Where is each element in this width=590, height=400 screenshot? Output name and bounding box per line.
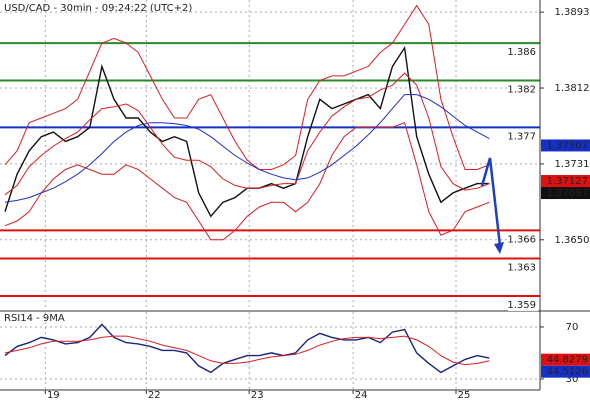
x-tick-label: 25 <box>458 390 471 400</box>
price-label-box <box>541 353 590 366</box>
x-tick-label: 22 <box>148 390 161 400</box>
price-label-box <box>541 187 590 200</box>
level-label: 1.382 <box>507 85 536 96</box>
level-label-bg <box>508 260 538 274</box>
level-label: 1.366 <box>507 234 536 245</box>
x-tick-label: 24 <box>355 390 368 400</box>
price-label: 44.5126 <box>547 367 588 378</box>
x-tick-label: 23 <box>251 390 264 400</box>
price-label-box <box>541 365 590 378</box>
forecast-arrow <box>480 157 502 247</box>
y-tick-label: 1.3812 <box>555 83 590 94</box>
x-tick-label: 19 <box>47 390 60 400</box>
price-label: 1.37507 <box>547 140 588 151</box>
price-label: 44.8279 <box>547 355 588 366</box>
level-label: 1.386 <box>507 47 536 58</box>
y-tick-label: 70 <box>566 322 579 333</box>
plot-layer <box>0 4 540 374</box>
level-label-bg <box>508 45 538 59</box>
level-label: 1.363 <box>507 262 536 273</box>
level-label-bg <box>508 82 538 96</box>
series-line <box>4 335 490 366</box>
level-label-bg <box>508 129 538 143</box>
series-line <box>4 94 490 203</box>
label-layer: 1.3650 1.3731 1.3812 1.3893 1.386 1.382 1.377 1… <box>44 7 590 400</box>
series-line <box>4 72 490 196</box>
arrow-head <box>494 242 504 254</box>
price-label-box <box>541 139 590 152</box>
y-tick-label: 1.3893 <box>555 7 590 18</box>
y-tick-label: 1.3650 <box>555 235 590 246</box>
grid-layer <box>0 0 540 390</box>
level-label-bg <box>508 232 538 246</box>
y-tick-label: 1.3731 <box>555 159 590 170</box>
price-label-box <box>541 175 590 188</box>
level-label-bg <box>508 297 538 311</box>
y-tick-label: 30 <box>566 374 579 385</box>
pane-title: RSI14 - 9MA <box>4 313 65 324</box>
chart-title: USD/CAD - 30min - 09:24:22 (UTC+2) <box>4 3 192 14</box>
price-label: 1.37127 <box>547 176 588 187</box>
series-line <box>4 4 490 170</box>
price-label: 1.37097 <box>547 188 588 199</box>
level-label: 1.377 <box>507 131 536 142</box>
level-label: 1.359 <box>507 300 536 311</box>
